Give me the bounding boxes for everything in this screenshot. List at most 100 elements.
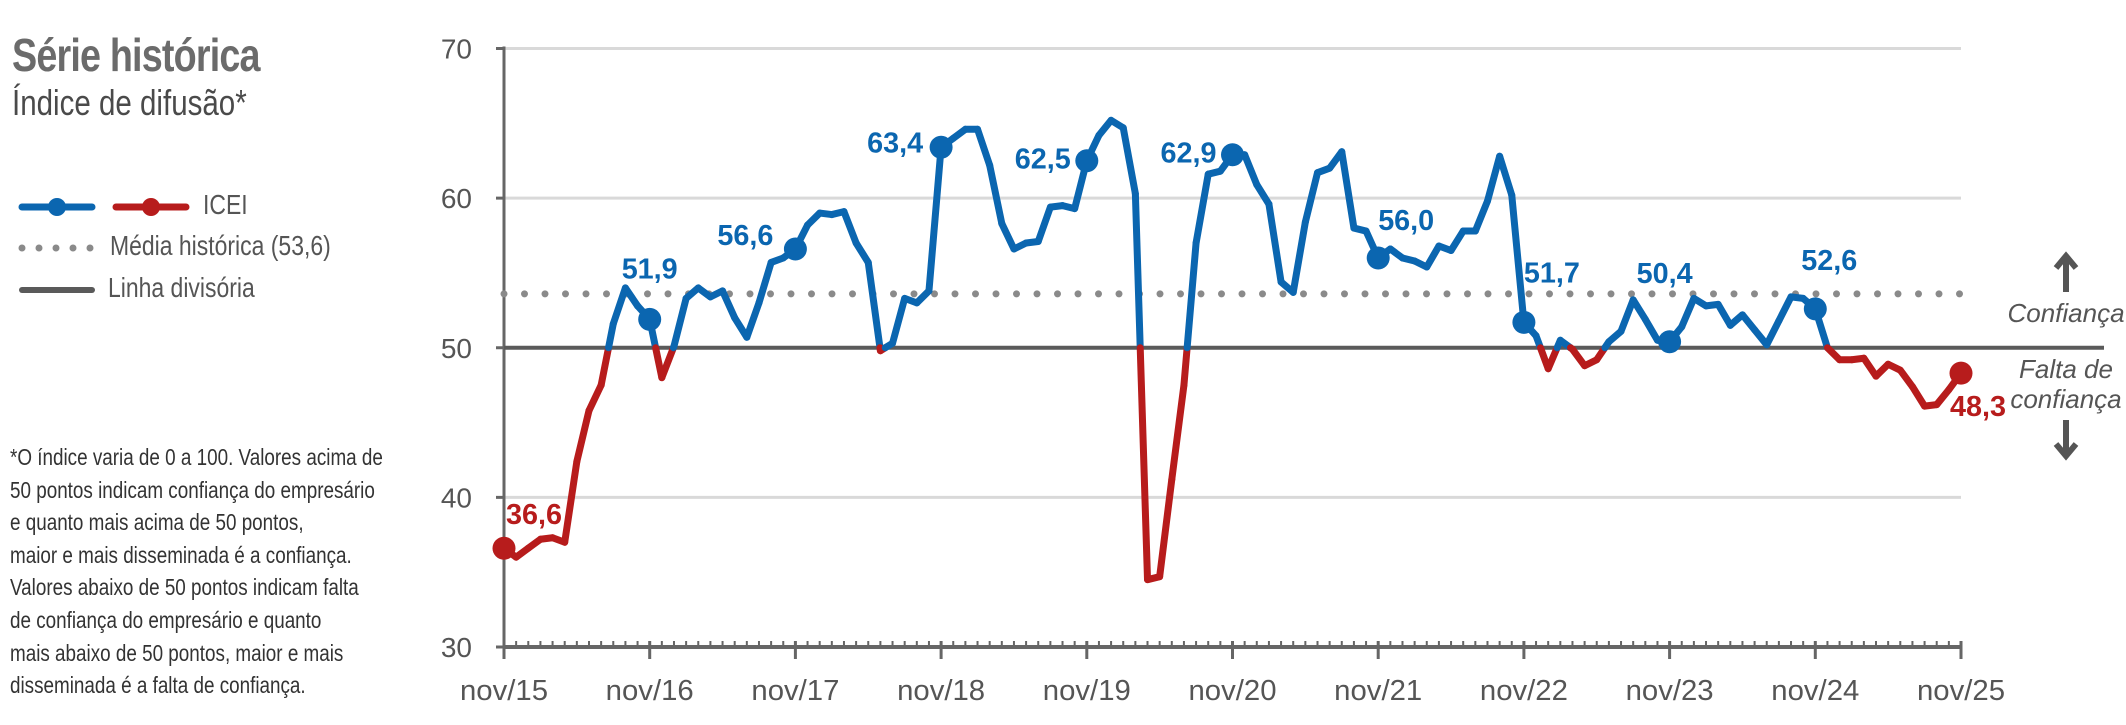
series-segment [1131, 190, 1144, 352]
series-segment [719, 287, 739, 322]
y-tick-label: 50 [441, 333, 472, 364]
data-point-marker [783, 237, 807, 261]
footnote-line: mais abaixo de 50 pontos, maior e mais [10, 640, 344, 666]
series-segment [1241, 151, 1261, 189]
x-tick-label: nov/18 [897, 675, 985, 707]
x-tick-label: nov/17 [751, 675, 839, 707]
data-label: 56,0 [1378, 205, 1434, 237]
x-tick-label: nov/24 [1771, 675, 1859, 707]
arrow-down-icon [2053, 420, 2079, 461]
chart-title: Série histórica [12, 29, 260, 81]
series-segment [974, 125, 994, 169]
data-label: 52,6 [1801, 245, 1857, 277]
footnote-line: maior e mais disseminada é a confiança. [10, 542, 352, 568]
series-segment [1508, 191, 1528, 326]
series-segment [1119, 124, 1139, 198]
series-segment [1301, 169, 1321, 226]
series-segment [1423, 242, 1443, 271]
series-segment [1496, 152, 1516, 199]
y-tick-label: 40 [441, 482, 472, 513]
data-label: 63,4 [867, 127, 923, 159]
series-segment [1641, 315, 1661, 344]
series-segment [1714, 300, 1734, 329]
series-segment [670, 294, 690, 350]
series-segment [1908, 383, 1929, 410]
series-segment [840, 208, 860, 247]
series-segment [852, 239, 872, 266]
series-segment [609, 284, 629, 328]
y-tick-label: 30 [441, 632, 472, 663]
data-label: 48,3 [1950, 391, 2006, 423]
data-point-marker [1803, 297, 1827, 321]
series-segment [1544, 344, 1561, 373]
series-segment [1629, 296, 1649, 323]
footnote-line: de confiança do empresário e quanto [10, 607, 322, 633]
x-tick-label: nov/25 [1917, 675, 2005, 707]
series-segment [998, 220, 1018, 253]
series-segment [1034, 203, 1054, 246]
x-tick-label: nov/16 [606, 675, 694, 707]
series-segment [1156, 475, 1176, 581]
y-tick-label: 60 [441, 183, 472, 214]
data-point-marker [929, 135, 953, 159]
data-point-marker [1949, 361, 1973, 385]
x-tick-label: nov/15 [460, 675, 548, 707]
x-tick-label: nov/21 [1334, 675, 1422, 707]
x-tick-label: nov/20 [1189, 675, 1277, 707]
series-segment [1265, 200, 1285, 286]
series-segment [1447, 227, 1467, 254]
zone-label-confidence: Confiança [2007, 298, 2124, 328]
data-label: 51,7 [1524, 257, 1580, 289]
series-segment [1678, 294, 1698, 331]
series-segment [1617, 296, 1637, 335]
footnote-line: 50 pontos indicam confiança do empresári… [10, 477, 375, 503]
data-point-marker [1075, 149, 1099, 173]
series-segment [1471, 197, 1491, 235]
series-segment [621, 284, 642, 310]
series-segment [573, 407, 593, 465]
x-tick-label: nov/19 [1043, 675, 1131, 707]
x-tick-label: nov/23 [1626, 675, 1714, 707]
series-segment [889, 294, 909, 347]
series-segment [986, 161, 1006, 228]
data-label: 50,4 [1637, 258, 1693, 290]
data-label: 62,5 [1015, 144, 1071, 176]
legend [18, 198, 190, 293]
footnote-line: disseminada é a falta de confiança. [10, 672, 306, 698]
data-label: 36,6 [506, 499, 562, 531]
data-label: 62,9 [1161, 138, 1217, 170]
series-segment [1192, 170, 1212, 247]
y-tick-label: 70 [441, 34, 472, 65]
series-segment [1168, 381, 1188, 483]
x-tick-label: nov/22 [1480, 675, 1568, 707]
series-segment [605, 320, 617, 352]
series-segment [561, 457, 581, 546]
series-segment [1775, 293, 1795, 325]
footnote-line: Valores abaixo de 50 pontos indicam falt… [10, 574, 359, 600]
series-segment [1763, 317, 1783, 349]
legend-blue-marker [48, 198, 66, 216]
series-segment [864, 258, 884, 352]
data-label: 51,9 [622, 253, 678, 285]
footnote-line: *O índice varia de 0 a 100. Valores acim… [10, 444, 383, 470]
data-point-marker [492, 536, 516, 560]
data-point-marker [1221, 143, 1244, 167]
zone-indicators: Confiança Falta de confiança [2007, 251, 2125, 461]
series-segment [585, 381, 605, 415]
arrow-up-icon [2053, 251, 2079, 292]
series-segment [925, 143, 945, 295]
series-segment [1289, 218, 1309, 296]
series-segment [1483, 152, 1504, 205]
legend-series-label: ICEI [203, 189, 248, 220]
series-segment [1183, 239, 1200, 352]
legend-average-label: Média histórica (53,6) [110, 230, 331, 261]
data-point-marker [1512, 310, 1536, 334]
data-label: 56,6 [717, 220, 773, 252]
series-segment [755, 258, 775, 307]
footnote-line: e quanto mais acima de 50 pontos, [10, 509, 304, 535]
series-segment [1136, 344, 1152, 584]
data-point-marker [638, 307, 662, 331]
series-segment [658, 344, 677, 382]
series-segment [1180, 344, 1191, 389]
